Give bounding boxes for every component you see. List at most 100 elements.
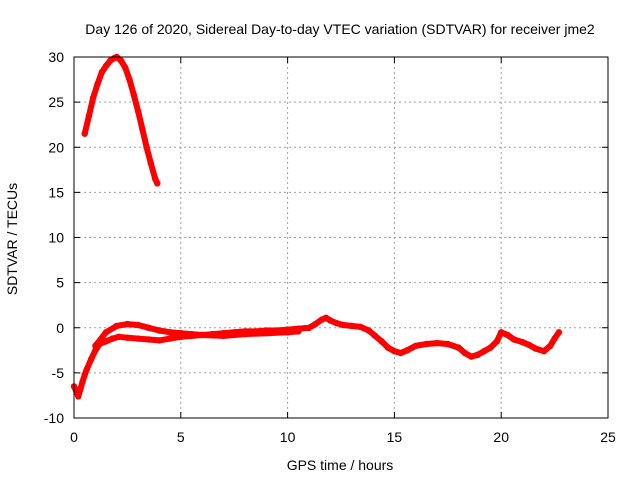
data-point [124,320,131,328]
data-point [124,334,131,341]
y-tick-label: 25 [48,94,64,110]
data-point [166,329,174,336]
data-point [113,322,120,330]
data-point [134,108,142,115]
data-point [412,342,419,349]
data-point [109,335,116,342]
series-line-sdtvar-c [92,321,302,349]
data-point [555,329,563,336]
data-point [284,329,291,336]
x-axis-label: GPS time / hours [287,457,394,473]
data-point [102,338,110,345]
axis-ticks: 0 5 10 15 20 25 -10 -5 0 5 10 15 20 25 30 [44,49,616,445]
data-point [474,351,481,358]
data-point [143,144,150,151]
data-point [126,76,133,83]
y-axis-label: SDTVAR / TECUs [4,183,20,295]
data-point [372,332,379,340]
y-tick-label: 10 [48,230,64,246]
data-point [98,69,106,76]
data-point [498,329,505,336]
x-tick-label: 0 [70,429,78,445]
data-point [92,347,99,354]
data-point [444,340,451,348]
data-point [87,356,95,363]
data-point [156,327,163,334]
data-point [102,329,110,336]
data-point [79,378,86,386]
data-point [134,321,142,329]
data-point [188,330,195,338]
data-point [547,342,554,349]
data-point [455,344,462,351]
data-point [357,323,364,330]
data-point [117,57,125,64]
data-point [90,94,97,101]
data-point [295,328,302,335]
data-point [134,335,142,342]
x-tick-label: 20 [493,429,509,445]
data-point [154,180,161,187]
data-point [94,80,101,88]
data-point [348,322,355,330]
data-point [519,339,526,346]
data-point [166,335,174,342]
data-point [241,330,249,338]
y-tick-label: 5 [56,275,64,291]
data-point [75,393,82,400]
data-point [327,317,334,324]
data-point [130,91,137,99]
data-point [139,126,146,133]
data-point [551,335,558,342]
data-point [92,342,99,349]
y-tick-label: 30 [48,49,64,65]
y-tick-label: -10 [44,410,64,426]
data-point [81,371,88,378]
data-point [540,348,548,355]
chart-title: Day 126 of 2020, Sidereal Day-to-day VTE… [85,21,595,37]
data-point [83,366,91,373]
x-tick-label: 10 [280,429,296,445]
data-point [487,344,494,351]
y-tick-label: -5 [52,365,65,381]
x-tick-label: 15 [387,429,403,445]
data-point [504,331,511,339]
data-point [532,345,539,352]
data-point [145,336,152,343]
data-point [384,344,392,351]
data-point [468,353,475,360]
x-tick-label: 25 [600,429,616,445]
data-point [177,330,184,337]
y-tick-label: 0 [56,320,64,336]
data-point [397,349,404,357]
data-point [461,349,469,357]
data-point [199,331,206,339]
data-point [391,348,398,355]
data-point [145,324,152,331]
data-point [433,339,441,347]
y-tick-label: 20 [48,139,64,155]
data-point [312,320,319,328]
data-point [115,333,123,340]
gridlines [74,57,608,418]
data-point [333,320,340,327]
data-point [263,330,270,337]
data-point [77,385,84,393]
data-point [147,160,155,167]
data-point [510,336,518,343]
y-tick-label: 15 [48,184,64,200]
data-point [85,112,93,119]
data-point [480,348,488,355]
data-point [305,324,313,331]
data-point [378,338,385,345]
data-series [70,53,563,400]
data-point [81,130,88,137]
data-point [365,327,372,334]
x-tick-label: 5 [177,429,185,445]
data-point [404,347,411,354]
data-point [493,338,501,345]
data-point [423,340,430,348]
data-point [339,321,347,329]
